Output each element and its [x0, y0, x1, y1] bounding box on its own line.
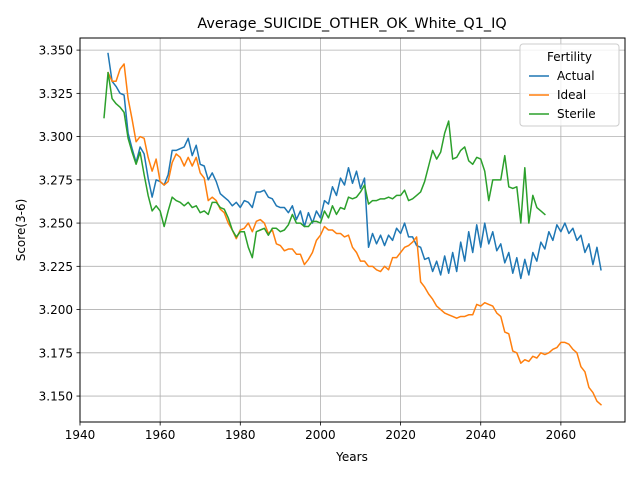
x-axis-label: Years [335, 450, 368, 464]
y-tick-label: 3.250 [39, 217, 73, 231]
legend-entries: Actual Ideal Sterile [529, 69, 596, 121]
legend-title: Fertility [547, 50, 592, 64]
y-tick-label: 3.175 [39, 346, 73, 360]
series-lines [103, 52, 603, 406]
y-tick-label: 3.200 [39, 303, 73, 317]
x-tick-label: 1940 [65, 428, 96, 442]
y-axis-label: Score(3-6) [14, 199, 28, 262]
y-tick-label: 3.300 [39, 130, 73, 144]
legend-label-ideal: Ideal [557, 88, 586, 102]
chart-title: Average_SUICIDE_OTHER_OK_White_Q1_IQ [197, 16, 506, 32]
legend: Fertility Actual Ideal Sterile [519, 43, 620, 127]
legend-box [519, 43, 620, 127]
x-tick-label: 2060 [546, 428, 577, 442]
legend-label-actual: Actual [557, 69, 595, 83]
y-tick-label: 3.225 [39, 260, 73, 274]
x-tick-label: 2000 [305, 428, 336, 442]
x-tick-label: 2020 [385, 428, 416, 442]
series-line-actual [107, 52, 602, 280]
y-tick-label: 3.150 [39, 390, 73, 404]
x-axis-ticks: 1940 1960 1980 2000 2020 2040 2060 [65, 422, 576, 442]
plot-frame [79, 37, 626, 423]
y-axis-ticks: 3.150 3.175 3.200 3.225 3.250 3.275 3.300 3.325… [39, 44, 80, 404]
series-line-sterile [103, 71, 546, 259]
y-tick-label: 3.350 [39, 44, 73, 58]
x-tick-label: 1960 [145, 428, 176, 442]
legend-label-sterile: Sterile [557, 107, 596, 121]
y-tick-label: 3.325 [39, 87, 73, 101]
x-tick-label: 2040 [465, 428, 496, 442]
grid-lines [79, 38, 625, 422]
y-tick-label: 3.275 [39, 173, 73, 187]
series-line-ideal [107, 63, 603, 406]
x-tick-label: 1980 [225, 428, 256, 442]
